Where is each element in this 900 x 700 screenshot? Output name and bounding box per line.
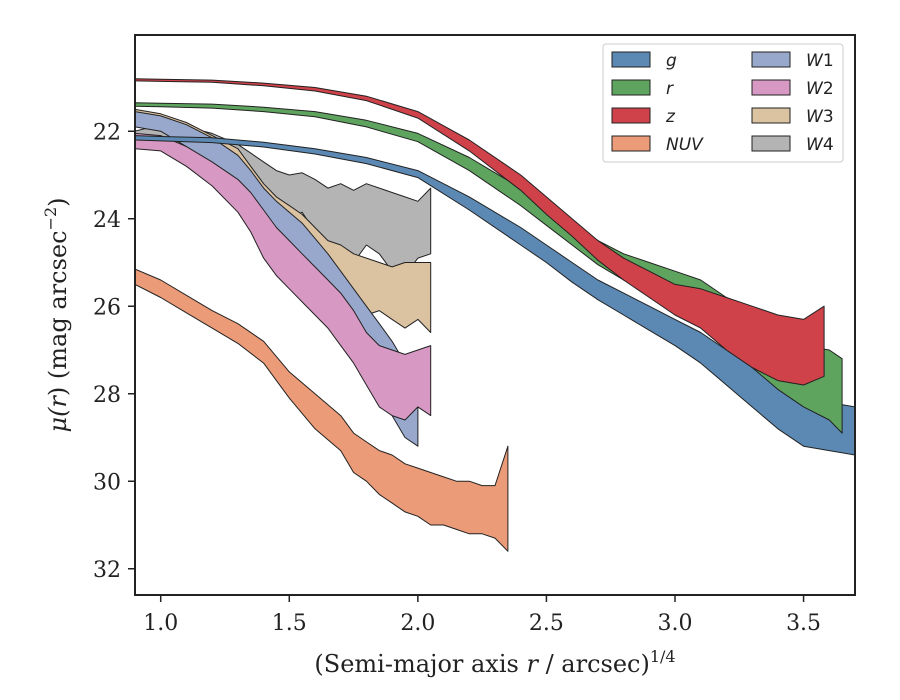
band-NUV <box>135 268 509 552</box>
y-tick-label: 28 <box>93 383 121 408</box>
x-tick-label: 1.0 <box>143 611 178 636</box>
legend-swatch-W3 <box>751 107 791 124</box>
legend: grz NUV W1 W2 W3 W4 <box>602 43 844 163</box>
y-axis-label: μ(r) (mag arcsec−2) <box>41 197 72 432</box>
y-tick-label: 26 <box>93 295 121 320</box>
legend-label-r: r <box>666 79 674 99</box>
legend-swatch-NUV <box>611 135 651 152</box>
y-tick-label: 24 <box>93 208 121 233</box>
band-z <box>135 78 825 386</box>
plot-frame <box>134 34 856 596</box>
legend-label-W1: W1 <box>806 51 834 71</box>
x-axis: 1.0 1.5 2.0 2.5 3.0 3.5 <box>143 595 821 636</box>
band-W2 <box>135 132 432 421</box>
band-r <box>135 102 843 434</box>
legend-label-NUV: NUV <box>666 135 704 155</box>
y-tick-label: 30 <box>93 470 121 495</box>
y-tick-label: 32 <box>93 558 121 583</box>
x-tick-label: 1.5 <box>272 611 307 636</box>
legend-swatch-r <box>611 79 651 96</box>
legend-swatch-z <box>611 107 651 124</box>
legend-swatch-W2 <box>751 79 791 96</box>
legend-label-g: g <box>666 51 677 71</box>
series-bands <box>135 78 855 552</box>
legend-label-z: z <box>665 107 676 127</box>
y-axis: 22 24 26 28 30 32 <box>93 120 135 583</box>
legend-box <box>602 43 844 163</box>
x-tick-label: 2.0 <box>400 611 435 636</box>
x-tick-label: 2.5 <box>529 611 564 636</box>
legend-label-W2: W2 <box>806 79 834 99</box>
legend-swatch-W1 <box>751 51 791 68</box>
x-tick-label: 3.5 <box>786 611 821 636</box>
legend-label-W4: W4 <box>806 135 834 155</box>
band-g <box>135 135 855 456</box>
legend-swatch-W4 <box>751 135 791 152</box>
x-tick-label: 3.0 <box>658 611 693 636</box>
x-axis-label: (Semi-major axis r / arcsec)1/4 <box>314 647 675 678</box>
legend-label-W3: W3 <box>806 107 834 127</box>
legend-swatch-g <box>611 51 651 68</box>
y-tick-label: 22 <box>93 120 121 145</box>
